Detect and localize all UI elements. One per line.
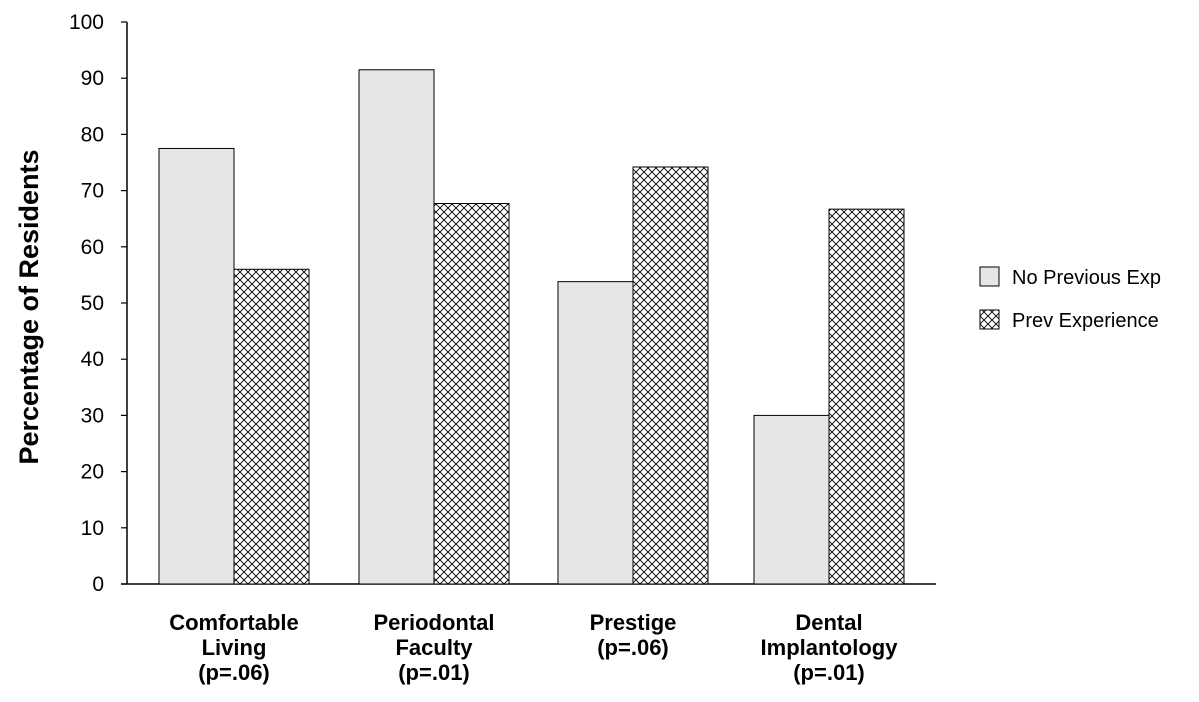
legend-swatch [979,309,1000,330]
y-tick-label: 0 [92,573,104,596]
bar-no-previous-exp [358,69,435,585]
y-tick-label: 80 [81,123,104,146]
x-category-label-line: (p=.06) [597,635,669,660]
legend-label: Prev Experience [1012,310,1159,332]
x-category-label: Prestige (p=.06) [590,610,677,660]
x-category-label-line: Comfortable [169,610,299,635]
y-axis-title: Percentage of Residents [14,149,44,464]
x-category-label: Comfortable Living (p=.06) [169,610,299,685]
y-tick-label: 20 [81,461,104,484]
x-category-label-line: Dental [795,610,862,635]
y-tick-label: 50 [81,292,104,315]
x-category-label-line: Living [202,635,267,660]
x-category-label-line: Prestige [590,610,677,635]
bar-prev-experience [233,268,310,585]
bar-no-previous-exp [753,414,830,585]
x-category-label-line: (p=.01) [793,660,865,685]
x-category-label: Periodontal Faculty (p=.01) [373,610,494,685]
y-tick-label: 100 [69,11,104,34]
bar-prev-experience [433,203,510,585]
y-tick-label: 10 [81,517,104,540]
legend-swatch [979,266,1000,287]
bar-no-previous-exp [557,281,634,585]
bar-no-previous-exp [158,147,235,585]
x-category-label-line: Implantology [761,635,899,660]
x-category-label-line: (p=.01) [398,660,470,685]
y-tick-label: 70 [81,180,104,203]
bar-prev-experience [828,208,905,585]
legend-label: No Previous Exp [1012,267,1161,289]
x-category-label-line: Periodontal [373,610,494,635]
y-tick-label: 40 [81,348,104,371]
x-category-label-line: Faculty [395,635,473,660]
y-tick-label: 30 [81,404,104,427]
bar-prev-experience [632,166,709,585]
y-tick-label: 60 [81,236,104,259]
x-category-label-line: (p=.06) [198,660,270,685]
y-tick-label: 90 [81,67,104,90]
x-category-label: Dental Implantology (p=.01) [761,610,899,685]
